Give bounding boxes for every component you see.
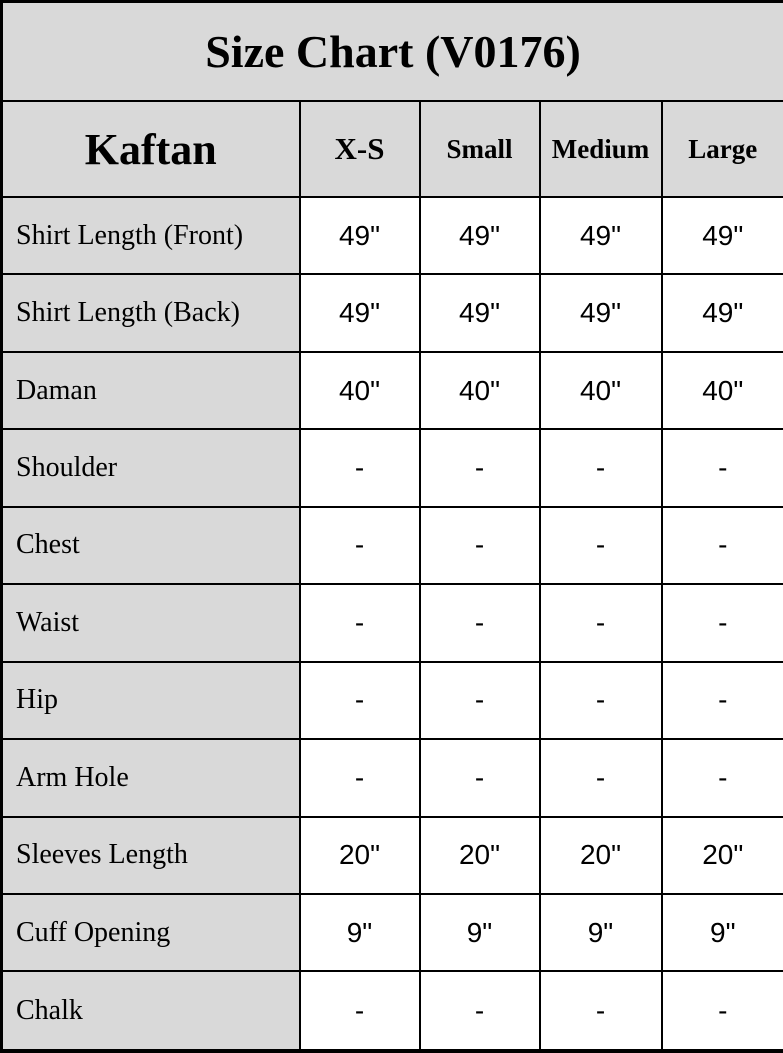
measurement-label: Shoulder: [0, 428, 301, 508]
measurement-label: Shirt Length (Back): [0, 273, 301, 353]
measurement-value: -: [298, 738, 421, 818]
measurement-value: 40": [538, 350, 663, 431]
table-row: Shirt Length (Front) 49" 49" 49" 49": [0, 195, 783, 276]
size-column-header-medium: Medium: [538, 100, 663, 198]
measurement-value: -: [660, 660, 783, 741]
table-row: Chest - - - -: [0, 505, 783, 586]
measurement-value: -: [298, 660, 421, 741]
measurement-value: -: [660, 428, 783, 508]
measurement-value: 9": [298, 892, 421, 973]
table-row: Cuff Opening 9" 9" 9" 9": [0, 892, 783, 973]
chart-title: Size Chart (V0176): [0, 0, 783, 102]
measurement-value: -: [660, 738, 783, 818]
measurement-value: 40": [660, 350, 783, 431]
measurement-label: Cuff Opening: [0, 892, 301, 973]
measurement-value: -: [660, 583, 783, 663]
measurement-value: -: [418, 505, 541, 586]
measurement-value: -: [418, 970, 541, 1052]
measurement-label: Sleeves Length: [0, 815, 301, 895]
measurement-value: 20": [298, 815, 421, 895]
measurement-value: -: [418, 428, 541, 508]
measurement-label: Chalk: [0, 970, 301, 1052]
measurement-value: 20": [660, 815, 783, 895]
measurement-value: 40": [418, 350, 541, 431]
measurement-label: Waist: [0, 583, 301, 663]
measurement-value: 9": [538, 892, 663, 973]
measurement-value: -: [538, 660, 663, 741]
measurement-value: 49": [418, 195, 541, 276]
measurement-label: Daman: [0, 350, 301, 431]
measurement-value: -: [538, 428, 663, 508]
measurement-label: Arm Hole: [0, 738, 301, 818]
measurement-label: Hip: [0, 660, 301, 741]
measurement-value: 20": [538, 815, 663, 895]
measurement-value: -: [298, 583, 421, 663]
measurement-value: -: [660, 970, 783, 1052]
measurement-value: -: [538, 505, 663, 586]
measurement-value: 9": [418, 892, 541, 973]
table-row: Shirt Length (Back) 49" 49" 49" 49": [0, 273, 783, 353]
header-row: Kaftan X-S Small Medium Large: [0, 100, 783, 198]
size-column-header-xs: X-S: [298, 100, 421, 198]
measurement-value: 49": [538, 195, 663, 276]
measurement-value: 49": [298, 195, 421, 276]
table-row: Sleeves Length 20" 20" 20" 20": [0, 815, 783, 895]
measurement-value: -: [298, 970, 421, 1052]
measurement-value: 49": [538, 273, 663, 353]
measurement-value: 49": [298, 273, 421, 353]
measurement-value: 49": [418, 273, 541, 353]
product-name-cell: Kaftan: [0, 100, 301, 198]
title-row: Size Chart (V0176): [0, 0, 783, 102]
table-row: Hip - - - -: [0, 660, 783, 741]
measurement-value: 49": [660, 273, 783, 353]
measurement-value: -: [298, 505, 421, 586]
table-row: Chalk - - - -: [0, 970, 783, 1052]
measurement-value: -: [298, 428, 421, 508]
measurement-label: Shirt Length (Front): [0, 195, 301, 276]
size-column-header-large: Large: [660, 100, 783, 198]
measurement-value: -: [660, 505, 783, 586]
table-row: Arm Hole - - - -: [0, 738, 783, 818]
measurement-value: -: [538, 970, 663, 1052]
measurement-value: -: [538, 583, 663, 663]
measurement-value: 49": [660, 195, 783, 276]
measurement-value: 20": [418, 815, 541, 895]
measurement-value: -: [418, 738, 541, 818]
measurement-value: -: [538, 738, 663, 818]
table-row: Waist - - - -: [0, 583, 783, 663]
measurement-value: -: [418, 660, 541, 741]
size-column-header-small: Small: [418, 100, 541, 198]
table-row: Shoulder - - - -: [0, 428, 783, 508]
measurement-value: 40": [298, 350, 421, 431]
table-row: Daman 40" 40" 40" 40": [0, 350, 783, 431]
measurement-value: 9": [660, 892, 783, 973]
measurement-label: Chest: [0, 505, 301, 586]
measurement-value: -: [418, 583, 541, 663]
